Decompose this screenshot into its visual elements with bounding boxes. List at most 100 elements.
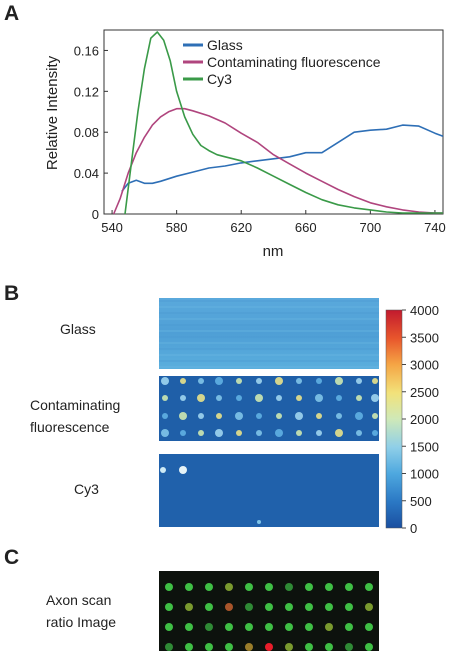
contamination-spot <box>296 395 302 401</box>
colorbar-tick-label: 2500 <box>410 385 439 400</box>
contamination-spot <box>371 394 379 402</box>
ratio-spot <box>185 583 193 591</box>
ratio-spot <box>265 643 273 651</box>
contamination-spot <box>180 430 186 436</box>
contamination-spot <box>372 413 378 419</box>
ratio-spot <box>325 583 333 591</box>
contamination-spot <box>356 378 362 384</box>
contamination-spot <box>256 430 262 436</box>
ratio-spot <box>305 643 313 651</box>
y-tick-label: 0.12 <box>74 84 99 99</box>
panel-c-label-2: ratio Image <box>46 614 117 630</box>
glass-scan-image <box>159 298 379 369</box>
contamination-spot <box>216 395 222 401</box>
colorbar-tick-label: 3500 <box>410 330 439 345</box>
glass-texture-band <box>159 348 379 350</box>
ratio-spot <box>205 603 213 611</box>
ratio-spot <box>265 603 273 611</box>
contamination-spot <box>276 395 282 401</box>
panel-letter-c: C <box>4 546 20 569</box>
ratio-spot <box>265 583 273 591</box>
contamination-spot <box>198 378 204 384</box>
x-tick-label: 620 <box>230 220 252 235</box>
colorbar-tick-label: 3000 <box>410 358 439 373</box>
cy3-spot <box>160 467 166 473</box>
ratio-spot <box>165 643 173 651</box>
ratio-spot <box>245 643 253 651</box>
x-axis-label: nm <box>263 243 284 260</box>
contamination-spot <box>162 413 168 419</box>
ratio-spot <box>185 643 193 651</box>
ratio-spot <box>365 603 373 611</box>
contamination-spot <box>215 429 223 437</box>
contamination-spot <box>336 395 342 401</box>
colorbar-tick-label: 0 <box>410 521 417 536</box>
contamination-spot <box>296 378 302 384</box>
legend-label: Cy3 <box>207 71 232 87</box>
contamination-spot <box>276 413 282 419</box>
ratio-spot <box>185 623 193 631</box>
colorbar-tick-label: 4000 <box>410 303 439 318</box>
contamination-spot <box>335 429 343 437</box>
contamination-spot <box>236 430 242 436</box>
contamination-spot <box>316 413 322 419</box>
series-line-glass <box>121 124 444 192</box>
scan-panel-b: 0 500 1000 1500 2000 2500 3000 3500 4000 <box>159 298 439 536</box>
ratio-spot <box>265 623 273 631</box>
contamination-spot <box>161 377 169 385</box>
ratio-spot <box>225 603 233 611</box>
glass-texture-band <box>159 330 379 332</box>
ratio-spot <box>305 623 313 631</box>
panel-letter-b: B <box>4 282 20 305</box>
row-label-glass: Glass <box>60 321 96 337</box>
row-label-cy3: Cy3 <box>74 481 99 497</box>
x-tick-label: 540 <box>101 220 123 235</box>
glass-texture-band <box>159 318 379 320</box>
ratio-spot <box>345 623 353 631</box>
row-label-contaminating-2: fluorescence <box>30 419 110 435</box>
contamination-spot <box>335 377 343 385</box>
colorbar-tick-label: 1000 <box>410 467 439 482</box>
ratio-spot <box>225 583 233 591</box>
ratio-spot <box>205 623 213 631</box>
contamination-spot <box>372 378 378 384</box>
contamination-spot <box>295 412 303 420</box>
contamination-spot <box>180 395 186 401</box>
contaminating-scan-image <box>159 376 379 441</box>
ratio-spot <box>325 603 333 611</box>
ratio-spot <box>205 583 213 591</box>
ratio-spot <box>325 623 333 631</box>
y-tick-label: 0.04 <box>74 166 99 181</box>
x-tick-label: 700 <box>360 220 382 235</box>
glass-texture-band <box>159 312 379 314</box>
ratio-spot <box>365 643 373 651</box>
panel-c-label-1: Axon scan <box>46 592 112 608</box>
ratio-spot <box>345 583 353 591</box>
ratio-spot <box>245 583 253 591</box>
glass-texture-band <box>159 354 379 356</box>
ratio-spot <box>325 643 333 651</box>
ratio-spot <box>165 583 173 591</box>
ratio-spot <box>285 623 293 631</box>
ratio-spot <box>225 643 233 651</box>
y-tick-label: 0.08 <box>74 125 99 140</box>
ratio-spot <box>185 603 193 611</box>
glass-texture-band <box>159 336 379 338</box>
ratio-spot <box>245 603 253 611</box>
colorbar <box>385 309 403 529</box>
plot-frame <box>103 29 444 215</box>
ratio-spot <box>205 643 213 651</box>
contamination-spot <box>179 412 187 420</box>
colorbar-tick-label: 500 <box>410 494 432 509</box>
series-line-contaminating-fluorescence <box>112 107 443 215</box>
ratio-spot <box>245 623 253 631</box>
ratio-spot <box>165 603 173 611</box>
contamination-spot <box>255 394 263 402</box>
series-line-cy3 <box>124 31 443 215</box>
contamination-spot <box>197 394 205 402</box>
contamination-spot <box>161 429 169 437</box>
row-label-contaminating-1: Contaminating <box>30 397 121 413</box>
glass-texture-band <box>159 324 379 326</box>
ratio-spot <box>285 583 293 591</box>
legend-label: Contaminating fluorescence <box>207 54 381 70</box>
